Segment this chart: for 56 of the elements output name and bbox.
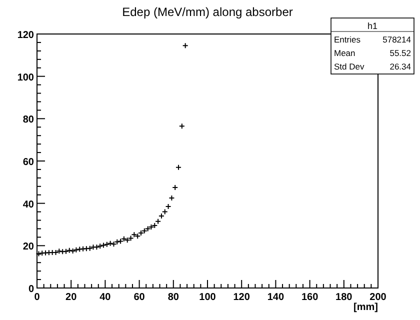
- x-tick-label: 120: [233, 292, 250, 303]
- x-tick-label: 40: [100, 292, 112, 303]
- point: [144, 226, 151, 232]
- x-axis-title: [mm]: [354, 302, 378, 313]
- point: [83, 246, 90, 252]
- point: [178, 123, 185, 130]
- y-tick-label: 40: [22, 199, 34, 210]
- point: [94, 244, 100, 250]
- point: [107, 240, 114, 246]
- y-tick-label: 60: [22, 157, 34, 168]
- point: [114, 238, 120, 245]
- point: [120, 236, 127, 242]
- point: [155, 218, 162, 224]
- x-tick-label: 200: [370, 292, 387, 303]
- x-tick-label: 20: [66, 292, 78, 303]
- point: [182, 42, 188, 49]
- y-tick-label: 20: [22, 242, 34, 253]
- x-tick-label: 100: [199, 292, 216, 303]
- point: [76, 246, 83, 252]
- point: [66, 247, 72, 254]
- point: [128, 235, 134, 242]
- annotation: Mean: [334, 48, 356, 58]
- x-tick-label: 160: [301, 292, 319, 303]
- point: [46, 250, 52, 256]
- point: [141, 228, 148, 234]
- chart-title: Edep (MeV/mm) along absorber: [122, 5, 293, 19]
- annotation: Std Dev: [334, 62, 365, 72]
- y-tick-label: 100: [17, 72, 34, 84]
- y-tick-label: 0: [28, 284, 34, 295]
- point: [162, 208, 168, 215]
- point: [176, 164, 182, 170]
- x-tick-label: 140: [267, 292, 284, 303]
- point: [97, 243, 104, 250]
- point: [80, 246, 86, 252]
- point: [131, 232, 138, 238]
- point: [90, 244, 96, 250]
- text: 55.52: [390, 48, 412, 58]
- point: [104, 241, 110, 248]
- y-tick-label: 120: [17, 30, 34, 41]
- x-tick-label: 60: [134, 292, 146, 303]
- x-tick-label: 80: [168, 292, 180, 303]
- point: [118, 238, 124, 244]
- point: [73, 246, 80, 253]
- y-tick-label: 80: [22, 114, 34, 126]
- annotation: Entries: [334, 34, 360, 44]
- text: 26.34: [390, 62, 412, 72]
- text: 578214: [382, 34, 412, 44]
- text: h1: [367, 21, 378, 31]
- point: [60, 248, 66, 255]
- point: [56, 248, 62, 254]
- point: [39, 250, 46, 256]
- point: [86, 245, 93, 252]
- point: [110, 241, 117, 248]
- x-tick-label: 180: [336, 292, 353, 303]
- point: [134, 233, 141, 240]
- point: [124, 237, 130, 244]
